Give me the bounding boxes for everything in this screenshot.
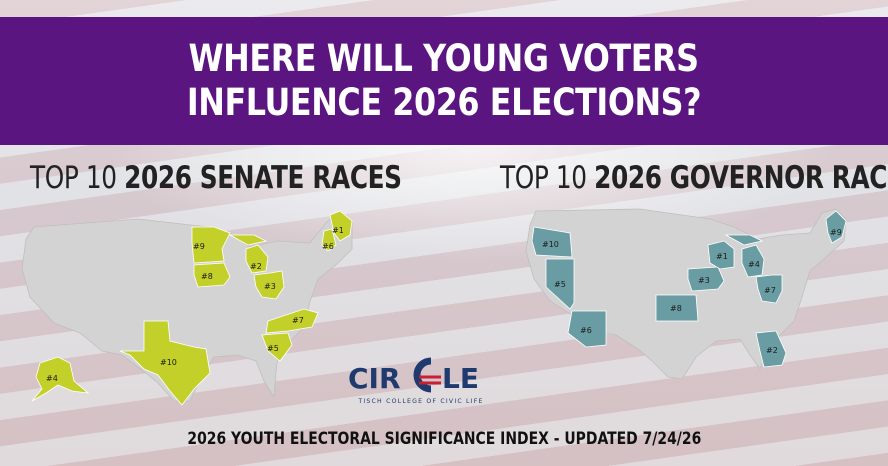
- governor-heading-bold: 2026 GOVERNOR RACES: [594, 160, 888, 196]
- governor-wisconsin: [707, 240, 735, 270]
- senate-label-7: #7: [292, 316, 304, 325]
- governor-label-10: #10: [542, 240, 559, 249]
- senate-texas: [119, 320, 211, 406]
- logo-text-right: LE: [442, 362, 479, 395]
- governor-michigan: [724, 234, 765, 278]
- senate-heading-prefix: TOP 10: [30, 160, 125, 196]
- senate-new-hampshire: [321, 228, 337, 252]
- footer-text: 2026 YOUTH ELECTORAL SIGNIFICANCE INDEX …: [187, 429, 701, 449]
- governor-maine: [825, 210, 847, 244]
- us-base-shape: [21, 210, 353, 402]
- logo-tagline: TISCH COLLEGE OF CIVIC LIFE: [357, 398, 483, 405]
- senate-label-4: #4: [46, 374, 58, 383]
- senate-label-10: #10: [160, 358, 177, 367]
- senate-alaska: [31, 356, 90, 402]
- senate-south-carolina: [261, 332, 293, 362]
- governor-label-9: #9: [830, 228, 842, 237]
- governor-label-1: #1: [716, 252, 728, 261]
- governor-label-5: #5: [554, 280, 566, 289]
- title-line-2: INFLUENCE 2026 ELECTIONS?: [186, 81, 702, 124]
- senate-north-carolina: [265, 308, 319, 334]
- governor-map: #10 #5 #6 #8 #3 #1 #4 #7 #2 #9: [520, 205, 870, 380]
- flag-c-icon: [413, 357, 441, 393]
- senate-label-5: #5: [267, 344, 279, 353]
- senate-label-6: #6: [322, 242, 334, 251]
- senate-iowa: [193, 262, 231, 288]
- title-line-1: WHERE WILL YOUNG VOTERS: [188, 37, 700, 80]
- senate-map: #9 #8 #2 #3 #1 #6 #7 #5 #10 #4: [18, 205, 378, 406]
- senate-michigan: [228, 234, 269, 274]
- governor-ohio: [755, 274, 783, 304]
- governor-georgia: [755, 330, 787, 368]
- governor-label-8: #8: [670, 304, 682, 313]
- senate-label-1: #1: [332, 226, 344, 235]
- governor-label-4: #4: [748, 260, 760, 269]
- governor-label-2: #2: [766, 346, 778, 355]
- senate-minnesota: [191, 226, 231, 264]
- senate-ohio: [253, 270, 285, 300]
- governor-label-7: #7: [764, 286, 776, 295]
- senate-label-9: #9: [193, 242, 205, 251]
- senate-maine: [329, 210, 353, 242]
- circle-logo: CIR LE TISCH COLLEGE OF CIVIC LIFE: [346, 357, 496, 409]
- senate-heading: TOP 10 2026 SENATE RACES: [30, 160, 402, 196]
- governor-label-3: #3: [698, 276, 710, 285]
- governor-kansas: [655, 294, 699, 322]
- governor-heading-prefix: TOP 10: [500, 160, 595, 196]
- footer-caption: 2026 YOUTH ELECTORAL SIGNIFICANCE INDEX …: [0, 429, 888, 449]
- senate-label-3: #3: [264, 282, 276, 291]
- governor-arizona: [567, 310, 607, 348]
- title-banner: WHERE WILL YOUNG VOTERS INFLUENCE 2026 E…: [0, 17, 888, 145]
- governor-label-6: #6: [580, 326, 592, 335]
- senate-label-2: #2: [250, 262, 262, 271]
- governor-nevada: [545, 258, 575, 310]
- logo-text-left: CIR: [348, 362, 401, 395]
- governor-oregon: [531, 226, 573, 258]
- senate-label-8: #8: [201, 272, 213, 281]
- senate-heading-bold: 2026 SENATE RACES: [124, 160, 402, 196]
- governor-heading: TOP 10 2026 GOVERNOR RACES: [500, 160, 888, 196]
